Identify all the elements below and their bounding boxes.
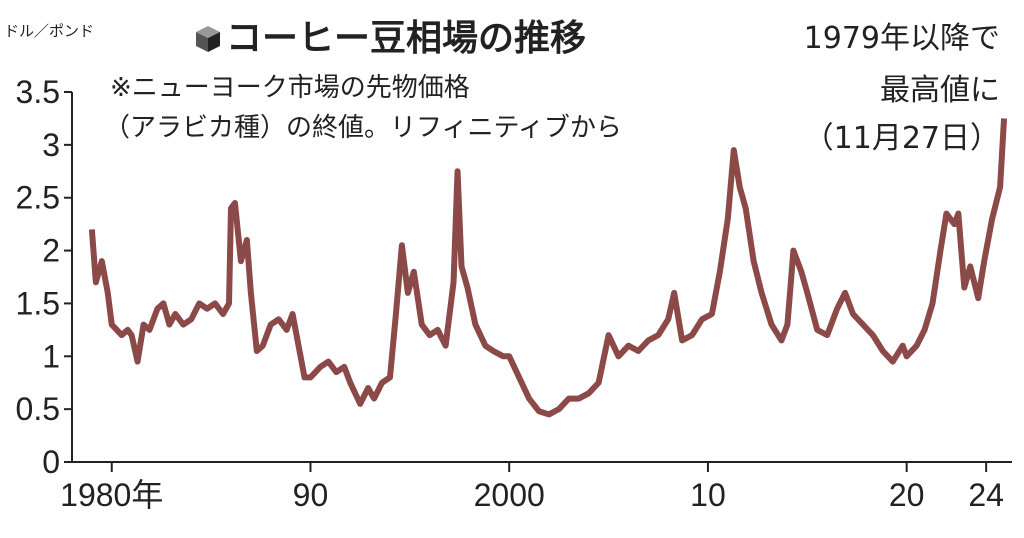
- y-tick-label: 0.5: [16, 391, 60, 427]
- price-line: [88, 118, 1008, 418]
- annotation: 1979年以降で: [804, 21, 1000, 56]
- y-tick-label: 3: [42, 127, 60, 163]
- x-tick-label: 1980年: [60, 477, 163, 513]
- x-tick-label: 2000: [474, 477, 545, 513]
- x-tick-label: 20: [889, 477, 925, 513]
- y-tick-label: 1.5: [16, 285, 60, 321]
- y-tick-label: 0: [42, 444, 60, 480]
- x-tick-label: 10: [690, 477, 726, 513]
- x-tick-label: 24: [968, 477, 1004, 513]
- y-axis-label: ドル／ポンド: [4, 22, 94, 40]
- annotation: 最高値に: [880, 73, 1000, 108]
- title-icon: [196, 26, 220, 52]
- note: ※ニューヨーク市場の先物価格: [110, 73, 470, 103]
- y-tick-label: 2: [42, 233, 60, 269]
- y-tick-label: 3.5: [16, 74, 60, 110]
- y-tick-label: 1: [42, 338, 60, 374]
- y-tick-label: 2.5: [16, 180, 60, 216]
- chart-title: コーヒー豆相場の推移: [226, 18, 586, 59]
- note: （アラビカ種）の終値。リフィニティブから: [104, 113, 622, 143]
- x-tick-label: 90: [293, 477, 329, 513]
- annotation: （11月27日）: [804, 121, 1000, 156]
